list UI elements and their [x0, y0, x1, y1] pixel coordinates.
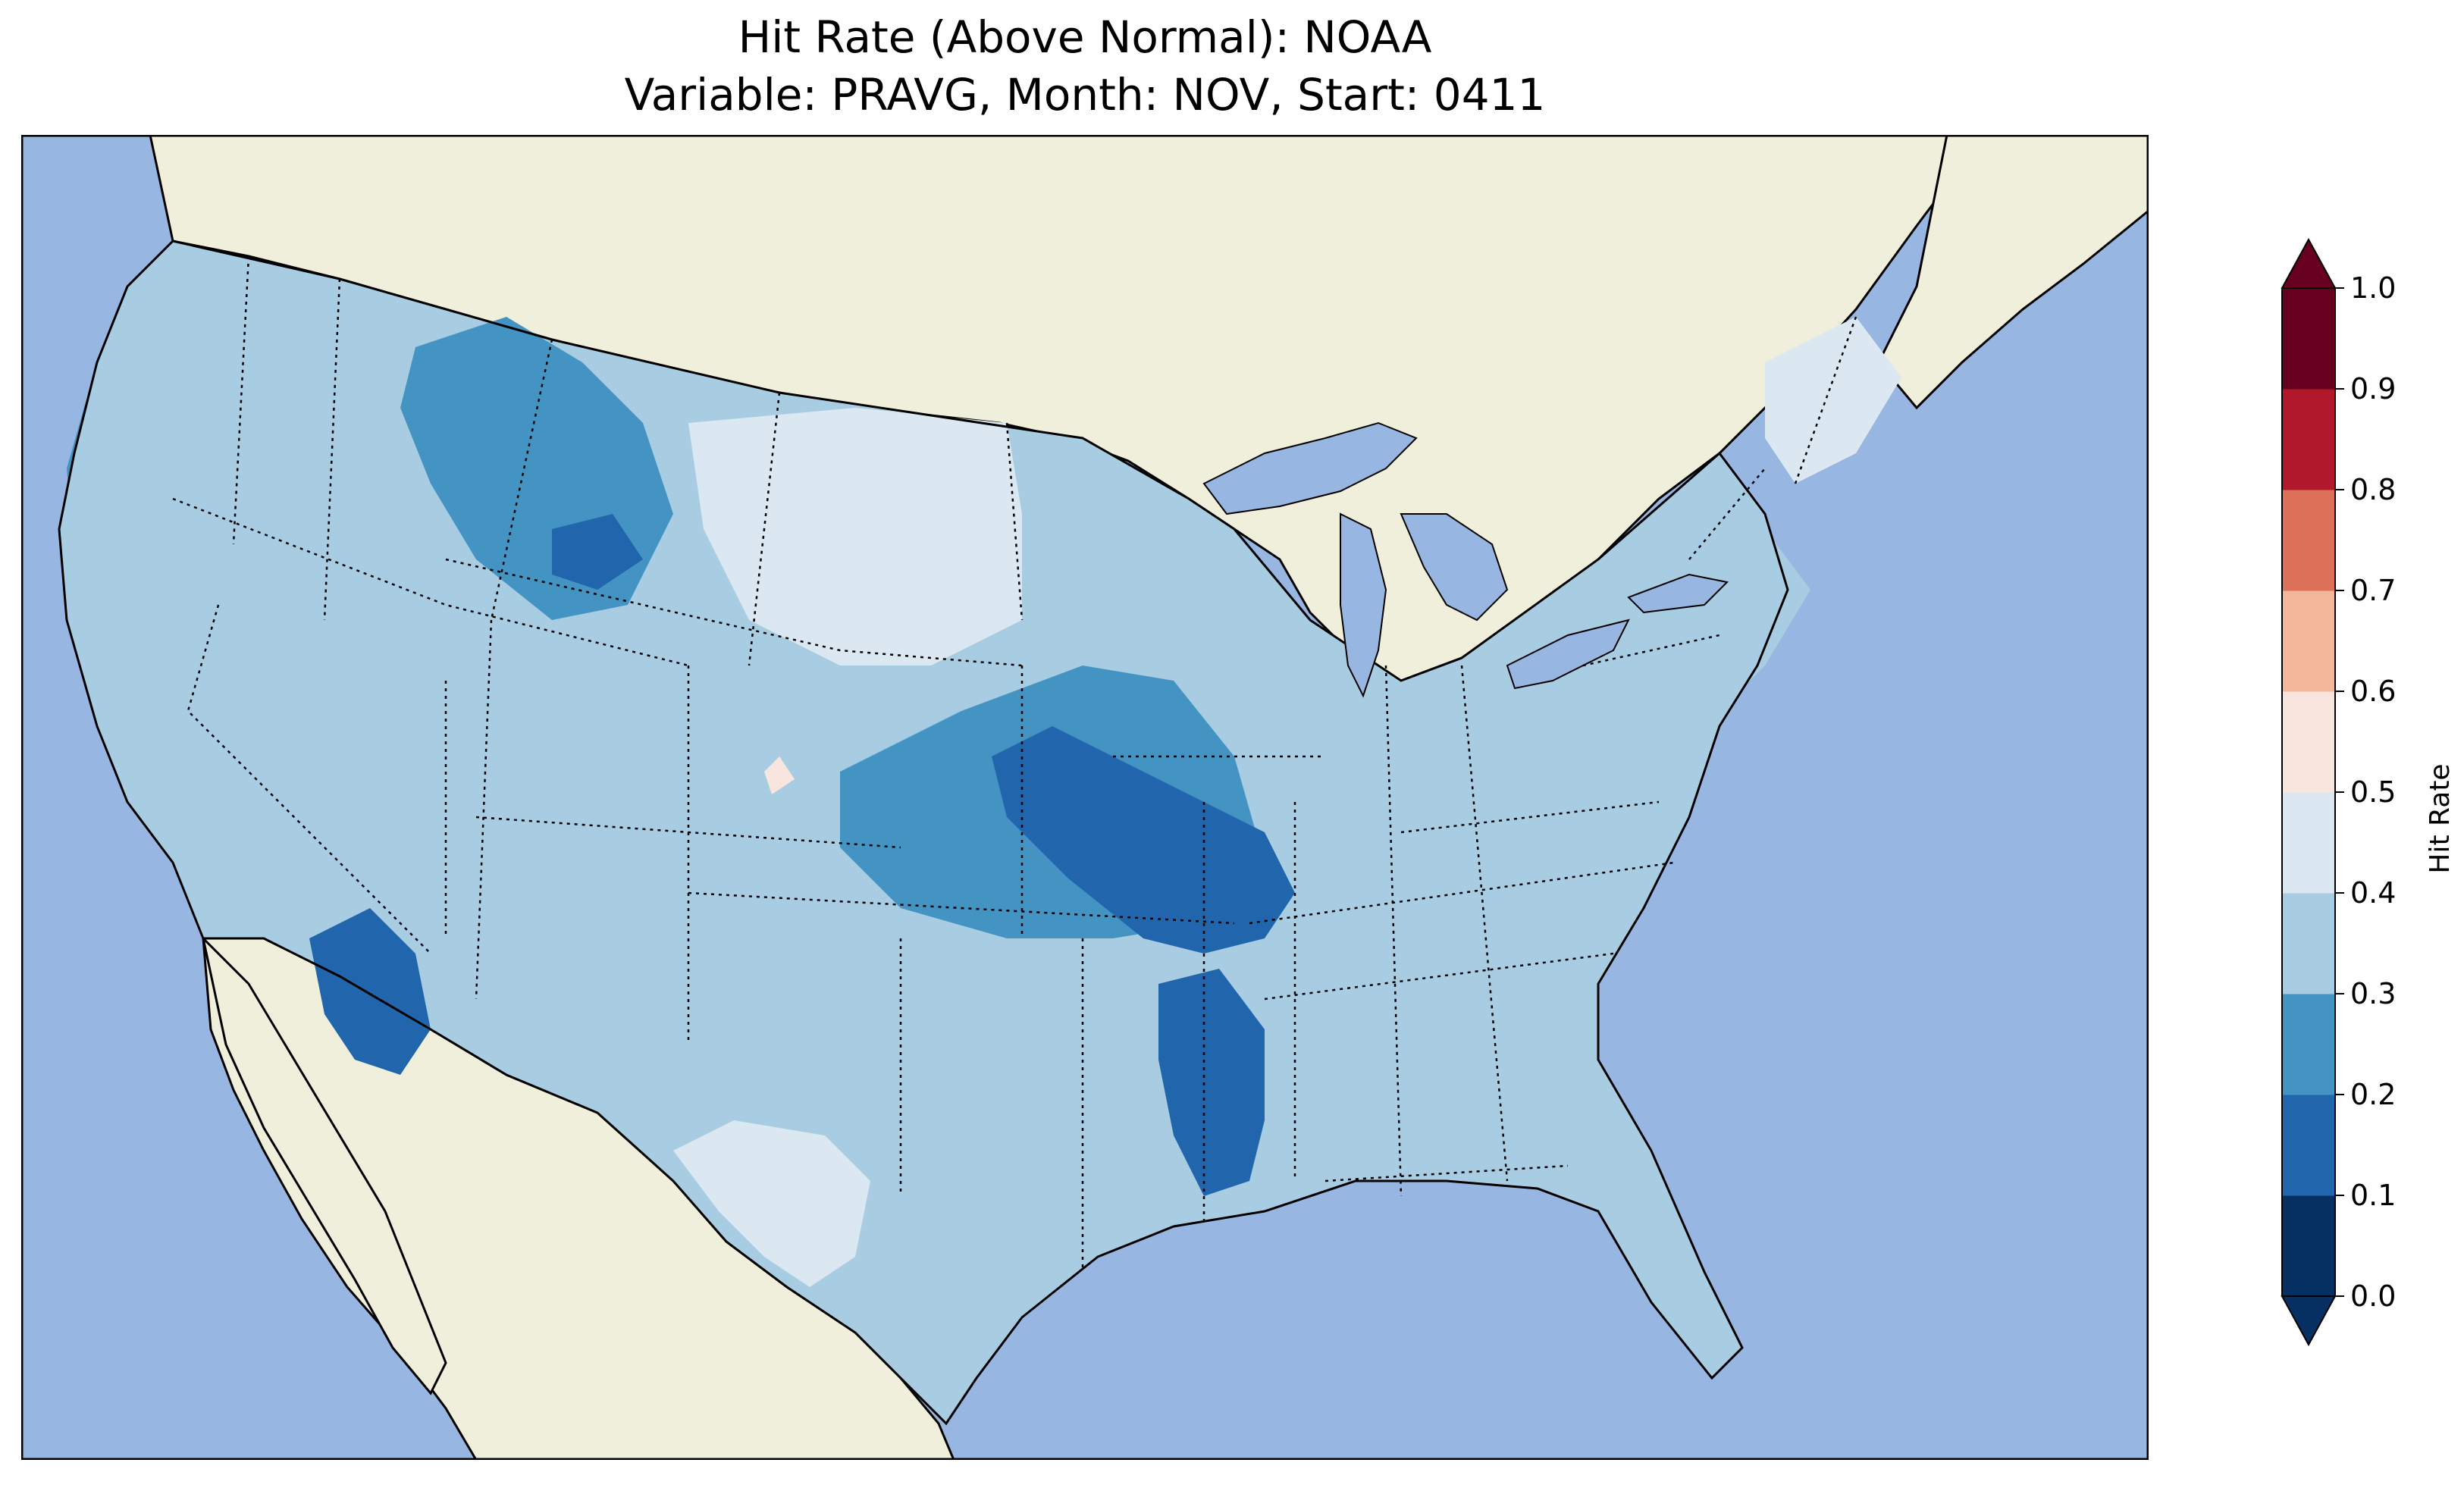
lake-superior — [1202, 421, 1418, 515]
lake-erie — [1506, 619, 1630, 690]
colorbar-tick-label: 0.2 — [2350, 1078, 2396, 1111]
state-border-line — [1582, 634, 1720, 667]
region-northern-plains — [688, 408, 1022, 666]
colorbar-bin — [2282, 1095, 2335, 1196]
colorbar-tick-label: 1.0 — [2350, 271, 2396, 305]
colorbar: 0.0 0.1 0.2 0.3 0.4 0.5 0.6 0.7 0.8 0.9 1.0 Hit Ra… — [2281, 237, 2456, 1347]
baja-california-land — [201, 935, 447, 1395]
colorbar-extend-max — [2281, 237, 2337, 289]
lake-ontario — [1627, 573, 1729, 614]
colorbar-tick-label: 0.4 — [2350, 876, 2396, 910]
state-border-line — [748, 392, 781, 666]
state-border-line — [1005, 422, 1024, 621]
colorbar-bin — [2282, 1195, 2335, 1297]
state-border-line — [1384, 665, 1403, 1197]
state-border-line — [475, 816, 901, 849]
colorbar-bin — [2282, 490, 2335, 591]
colorbar-label: Hit Rate — [2425, 763, 2456, 873]
us-map — [21, 135, 2149, 1460]
colorbar-ticks: 0.0 0.1 0.2 0.3 0.4 0.5 0.6 0.7 0.8 0.9 1.0 — [2281, 271, 2396, 1313]
state-border-line — [1400, 800, 1660, 834]
region-midwest-core — [992, 726, 1295, 954]
colorbar-bins — [2282, 288, 2335, 1297]
colorbar-tick-label: 0.6 — [2350, 675, 2396, 708]
state-border-line — [1264, 952, 1614, 1001]
hit-rate-field — [58, 240, 1901, 1426]
region-maine-coast — [1765, 317, 1901, 484]
colorbar-bin — [2282, 792, 2335, 894]
region-southwest-arizona — [309, 908, 431, 1075]
state-border-line — [1688, 468, 1766, 560]
state-border-line — [688, 891, 1235, 925]
colorbar-tick-label: 0.1 — [2350, 1179, 2396, 1212]
lake-huron — [1400, 513, 1509, 622]
colorbar-tick-label: 0.7 — [2350, 574, 2396, 607]
state-border-line — [232, 255, 250, 545]
state-border-line — [475, 619, 493, 1000]
state-border-line — [445, 558, 1023, 667]
state-border-line — [1460, 665, 1509, 1182]
colorbar-bin — [2282, 288, 2335, 390]
colorbar-tick-label: 0.9 — [2350, 372, 2396, 406]
colorbar-extend-min — [2281, 1295, 2337, 1347]
state-border-line — [1324, 1164, 1569, 1182]
state-border-line — [1249, 861, 1675, 925]
colorbar-tick-label: 0.5 — [2350, 775, 2396, 809]
map-title-line-1: Hit Rate (Above Normal): NOAA — [738, 11, 1432, 63]
region-northeast — [1583, 529, 1810, 741]
colorbar-tick-label: 0.8 — [2350, 473, 2396, 506]
quebec-land — [1877, 135, 2149, 410]
state-borders — [172, 255, 1857, 1272]
colorbar-bin — [2282, 893, 2335, 994]
colorbar-bin — [2282, 389, 2335, 490]
region-wyoming-montana-low — [552, 514, 643, 590]
colorbar-bin — [2282, 994, 2335, 1095]
lake-michigan — [1340, 512, 1387, 698]
colorbar-bin — [2282, 590, 2335, 692]
state-border-line — [490, 339, 553, 621]
region-texas-west — [673, 1120, 870, 1287]
colorbar-tick-label: 0.0 — [2350, 1279, 2396, 1313]
region-southeast — [1295, 984, 1629, 1181]
colorbar-tick-label: 0.3 — [2350, 977, 2396, 1010]
region-lower-mississippi — [1158, 969, 1265, 1196]
usa-outline — [58, 240, 1789, 1426]
map-title-line-2: Variable: PRAVG, Month: NOV, Start: 0411 — [624, 69, 1546, 121]
region-colorado-high — [764, 756, 795, 794]
map-frame — [21, 135, 2149, 1460]
colorbar-bin — [2282, 691, 2335, 793]
